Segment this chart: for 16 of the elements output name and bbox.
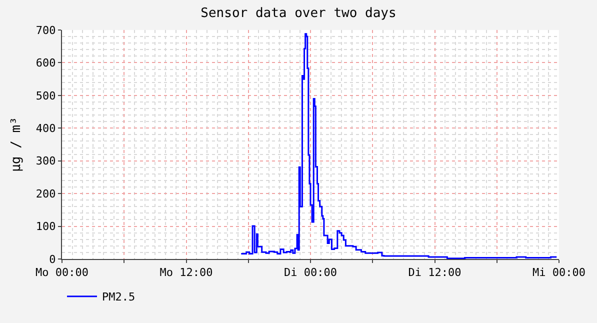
x-tick-label: Mo 12:00 [160,266,213,280]
y-tick-label: 0 [49,252,56,266]
x-tick-label: Di 12:00 [408,266,462,280]
y-tick-label: 500 [36,89,56,102]
y-tick-label: 100 [36,220,56,234]
y-tick-label: 200 [36,187,56,200]
y-tick-label: 600 [36,56,56,70]
y-tick-label: 700 [36,24,56,37]
legend-label: PM2.5 [102,290,136,304]
x-tick-label: Di 00:00 [284,266,337,280]
y-tick-label: 300 [36,154,56,168]
y-tick-label: 400 [36,122,56,135]
y-axis-title: µg / m³ [8,117,24,172]
x-tick-label: Mi 00:00 [532,266,586,280]
chart-title: Sensor data over two days [200,6,396,22]
x-tick-label: Mo 00:00 [36,266,88,280]
